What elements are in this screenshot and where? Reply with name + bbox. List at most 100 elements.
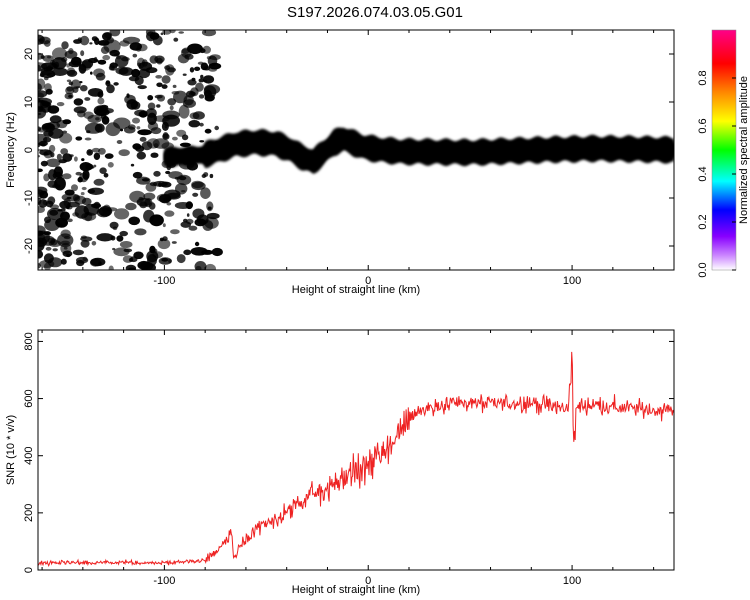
noise-blob [56, 153, 63, 161]
noise-blob [106, 37, 115, 44]
noise-blob [137, 62, 142, 67]
noise-blob [100, 113, 107, 120]
snr-panel: -100 0 100 0 200 400 600 800 Height of straight… [5, 329, 675, 596]
noise-blob [64, 50, 78, 59]
noise-blob [109, 221, 119, 229]
noise-blob [38, 168, 43, 173]
y-tick-label: 0 [23, 147, 35, 153]
noise-blob [164, 189, 181, 199]
noise-blob [145, 182, 157, 192]
noise-blob [69, 154, 74, 157]
noise-blob [174, 202, 192, 209]
noise-blob [182, 73, 187, 76]
noise-blob [86, 130, 91, 134]
noise-blob [173, 37, 179, 42]
noise-blob [116, 140, 123, 144]
noise-blob [116, 235, 124, 242]
noise-blob [162, 223, 166, 228]
noise-blob [42, 199, 49, 206]
noise-blob [200, 187, 211, 199]
noise-blob [172, 136, 178, 141]
noise-blob [201, 249, 214, 255]
colorbar-frame [711, 29, 737, 271]
noise-blob [97, 59, 107, 65]
noise-blob [137, 129, 152, 136]
noise-blob [73, 98, 84, 106]
spectrogram-x-label: Height of straight line (km) [292, 284, 420, 296]
noise-blob [67, 218, 73, 223]
colorbar-tick-label: 0.8 [697, 70, 709, 85]
noise-blob [53, 61, 60, 69]
noise-blob [176, 129, 187, 137]
noise-blob [143, 192, 156, 201]
noise-blob [102, 54, 111, 61]
noise-blob [60, 57, 68, 62]
colorbar-tick-label: 0.0 [697, 262, 709, 277]
noise-blob [126, 93, 130, 98]
noise-blob [70, 56, 82, 66]
noise-blob [113, 117, 131, 130]
noise-blob [134, 228, 147, 236]
noise-blob [97, 97, 105, 105]
noise-blob [44, 40, 51, 47]
noise-blob [201, 174, 207, 178]
noise-blob [154, 55, 165, 64]
noise-blob [207, 206, 212, 210]
noise-blob [48, 128, 64, 139]
noise-blob [66, 63, 70, 68]
noise-blob [40, 55, 45, 59]
noise-blob [93, 68, 105, 78]
noise-blob [128, 75, 140, 82]
noise-blob [108, 65, 115, 71]
noise-blob [38, 78, 46, 90]
noise-blob [160, 32, 164, 36]
noise-blob [171, 91, 180, 95]
noise-blob [106, 84, 115, 94]
noise-blob [162, 114, 181, 127]
noise-blob [202, 75, 215, 84]
noise-blob [154, 94, 163, 99]
noise-blob [172, 84, 177, 88]
noise-blob [147, 121, 159, 131]
noise-blob [79, 172, 89, 183]
y-tick-label: 20 [23, 48, 35, 60]
snr-background [38, 330, 674, 570]
noise-blob [39, 190, 49, 199]
noise-blob [136, 126, 141, 130]
noise-blob [82, 256, 88, 262]
noise-blob [168, 171, 183, 179]
noise-blob [143, 209, 155, 223]
noise-blob [56, 119, 68, 129]
noise-blob [171, 241, 177, 244]
noise-blob [47, 180, 58, 188]
x-tick-label: 0 [365, 575, 371, 587]
y-tick-label: -20 [23, 238, 35, 254]
noise-blob [99, 104, 109, 111]
noise-blob [136, 43, 148, 52]
noise-blob [38, 206, 45, 213]
noise-blob [107, 162, 114, 168]
colorbar: 0.0 0.2 0.4 0.6 0.8 Normalized spectral ampl… [697, 29, 750, 278]
noise-blob [102, 204, 112, 216]
noise-blob [198, 78, 205, 83]
noise-blob [79, 162, 93, 172]
noise-blob [186, 90, 195, 98]
y-tick-label: 200 [23, 504, 35, 522]
noise-blob [38, 38, 44, 42]
noise-blob [87, 150, 91, 154]
noise-blob [93, 178, 105, 186]
noise-blob [209, 54, 221, 61]
y-tick-label: 600 [23, 389, 35, 407]
noise-blob [137, 85, 147, 90]
noise-blob [57, 209, 63, 212]
noise-blob [68, 48, 74, 55]
noise-blob [75, 136, 83, 141]
noise-blob [198, 94, 205, 99]
spectral-ridge [164, 127, 674, 174]
noise-blob [113, 82, 119, 86]
noise-blob [38, 112, 42, 116]
noise-blob [52, 248, 58, 252]
noise-blob [150, 152, 159, 158]
